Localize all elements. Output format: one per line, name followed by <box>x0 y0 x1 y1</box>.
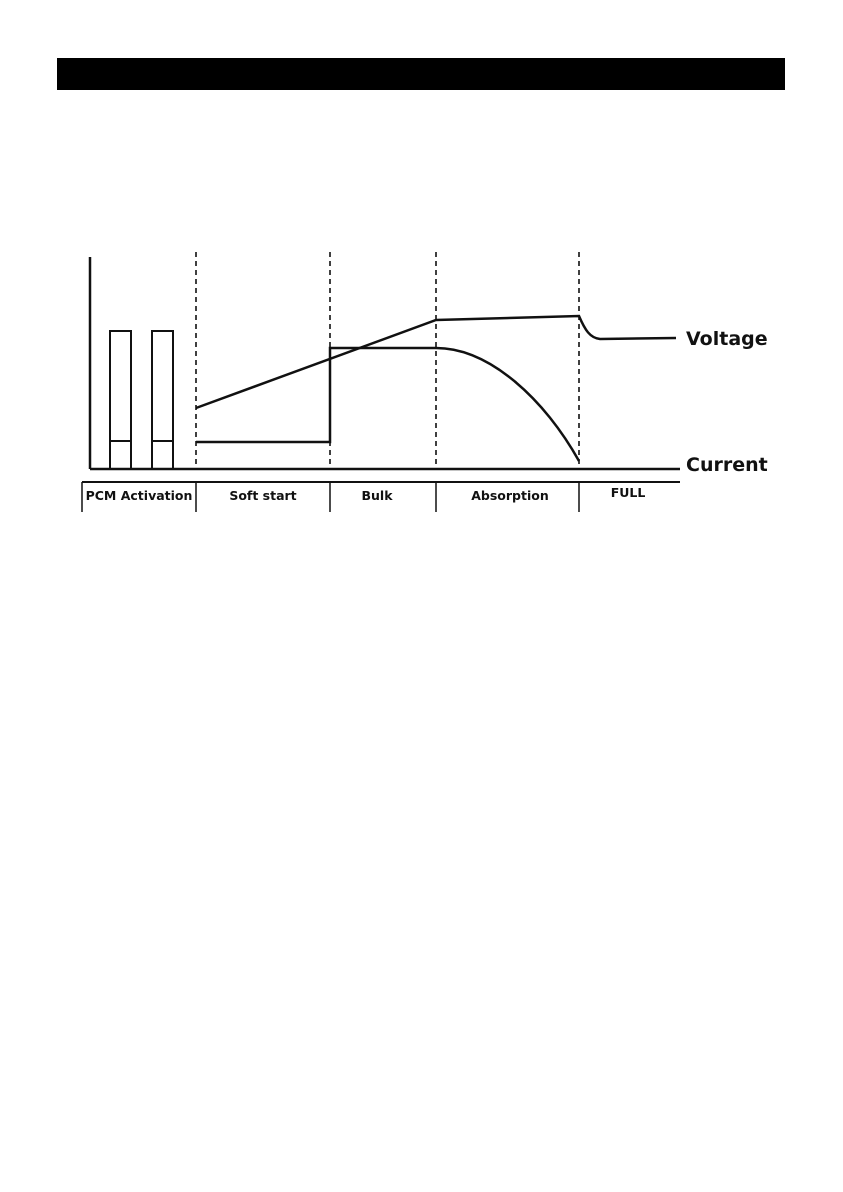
pcm-pulse-2 <box>151 330 174 470</box>
header-bar <box>57 58 785 90</box>
current-curve <box>196 346 581 462</box>
voltage-curve <box>195 314 677 410</box>
stage-label-bulk: Bulk <box>361 488 393 503</box>
stage-label-soft-start: Soft start <box>229 488 296 503</box>
stage-label-absorption: Absorption <box>471 488 549 503</box>
stage-label-full: FULL <box>611 485 646 500</box>
current-label: Current <box>686 454 768 476</box>
pcm-pulse-1 <box>109 330 132 470</box>
stage-label-pcm-activation: PCM Activation <box>86 488 193 503</box>
voltage-label: Voltage <box>686 328 768 350</box>
